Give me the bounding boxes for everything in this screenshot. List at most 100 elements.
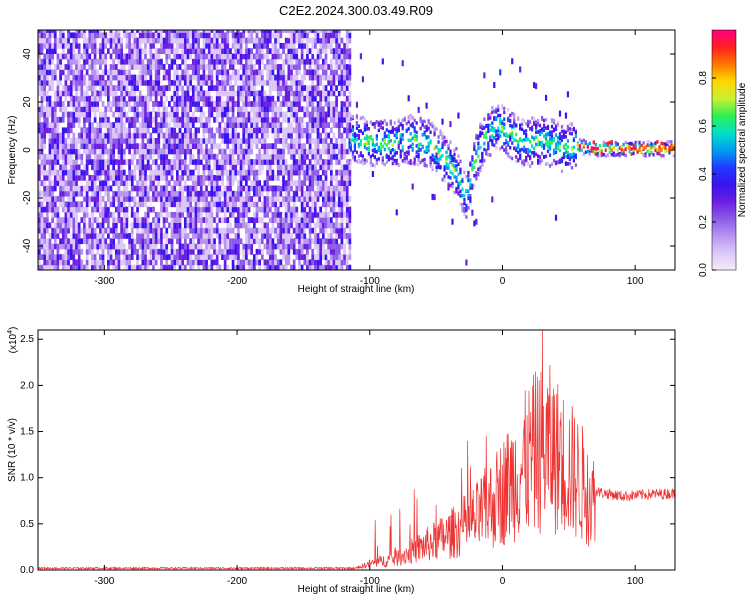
heatmap-cell <box>308 90 312 97</box>
heatmap-cell <box>279 122 283 128</box>
heatmap-cell <box>77 206 81 213</box>
heatmap-cell <box>292 37 296 44</box>
heatmap-cell <box>53 111 57 118</box>
heatmap-cell <box>59 243 62 250</box>
heatmap-cell <box>88 132 92 139</box>
heatmap-cell <box>93 233 97 239</box>
heatmap-cell <box>207 90 211 97</box>
heatmap-cell <box>181 106 185 113</box>
heatmap-cell <box>91 190 94 197</box>
heatmap-cell <box>271 254 275 260</box>
heatmap-cell <box>207 138 211 144</box>
heatmap-cell <box>268 201 272 208</box>
heatmap-cell <box>237 132 240 139</box>
heatmap-cell <box>268 185 272 192</box>
heatmap-cell <box>38 217 41 223</box>
heatmap-cell <box>345 174 349 181</box>
heatmap-cell <box>194 254 198 260</box>
heatmap-cell <box>207 211 211 218</box>
heatmap-cell <box>96 243 100 250</box>
heatmap-cell <box>109 196 113 202</box>
heatmap-cell <box>255 95 259 102</box>
heatmap-cell <box>284 159 288 165</box>
heatmap-cell <box>138 153 142 160</box>
heatmap-cell <box>146 30 150 33</box>
heatmap-cell <box>226 222 230 229</box>
heatmap-cell <box>101 206 105 213</box>
heatmap-cell <box>407 138 410 143</box>
heatmap-cell <box>449 160 452 164</box>
heatmap-cell <box>255 201 259 208</box>
heatmap-cell <box>40 164 44 171</box>
heatmap-cell <box>149 138 153 144</box>
heatmap-cell <box>128 101 131 107</box>
heatmap-cell <box>162 254 166 260</box>
heatmap-cell <box>431 153 434 158</box>
heatmap-cell <box>170 64 174 70</box>
heatmap-cell <box>287 201 291 208</box>
heatmap-cell <box>88 30 92 33</box>
heatmap-cell <box>130 254 134 260</box>
heatmap-cell <box>343 180 346 187</box>
heatmap-cell <box>199 254 203 260</box>
heatmap-cell <box>117 180 121 187</box>
heatmap-cell <box>250 217 254 223</box>
heatmap-cell <box>282 180 285 187</box>
heatmap-cell <box>210 37 214 44</box>
heatmap-cell <box>149 143 153 150</box>
heatmap-cell <box>120 111 123 118</box>
heatmap-cell <box>114 138 118 144</box>
heatmap-cell <box>48 264 52 270</box>
heatmap-cell <box>324 174 328 181</box>
heatmap-cell <box>306 127 309 134</box>
heatmap-cell <box>327 164 331 171</box>
heatmap-cell <box>141 159 145 165</box>
heatmap-cell <box>332 211 336 218</box>
heatmap-cell <box>303 85 307 91</box>
heatmap-cell <box>170 132 174 139</box>
heatmap-cell <box>282 264 285 270</box>
heatmap-cell <box>45 106 49 113</box>
heatmap-cell <box>223 264 227 270</box>
heatmap-cell <box>186 116 190 123</box>
heatmap-cell <box>271 159 275 165</box>
heatmap-cell <box>274 37 277 44</box>
heatmap-cell <box>340 69 344 76</box>
heatmap-cell <box>215 206 219 213</box>
heatmap-cell <box>308 74 312 81</box>
heatmap-cell <box>319 132 323 139</box>
heatmap-cell <box>266 64 269 70</box>
heatmap-cell <box>245 95 248 102</box>
heatmap-cell <box>298 32 301 39</box>
heatmap-cell <box>154 30 158 33</box>
heatmap-cell <box>287 217 291 223</box>
heatmap-cell <box>48 37 52 44</box>
heatmap-cell <box>154 138 158 144</box>
heatmap-cell <box>252 180 256 187</box>
heatmap-cell <box>61 85 65 91</box>
heatmap-cell <box>311 106 315 113</box>
heatmap-cell <box>69 174 73 181</box>
heatmap-cell <box>223 32 227 39</box>
heatmap-cell <box>319 254 323 260</box>
heatmap-cell <box>64 127 68 134</box>
heatmap-cell <box>361 162 365 166</box>
heatmap-cell <box>141 138 145 144</box>
heatmap-cell <box>194 64 198 70</box>
heatmap-cell <box>290 37 293 44</box>
heatmap-cell <box>48 148 52 155</box>
heatmap-cell <box>319 190 323 197</box>
heatmap-cell <box>327 148 331 155</box>
heatmap-cell <box>130 32 134 39</box>
heatmap-cell <box>276 259 280 266</box>
heatmap-cell <box>202 259 206 266</box>
heatmap-cell <box>441 177 444 182</box>
heatmap-cell <box>231 58 235 65</box>
heatmap-cell <box>245 85 248 91</box>
heatmap-cell <box>104 53 108 60</box>
heatmap-cell <box>260 53 264 60</box>
heatmap-cell <box>157 127 161 134</box>
heatmap-cell <box>260 106 264 113</box>
heatmap-cell <box>189 30 192 33</box>
heatmap-cell <box>48 127 52 134</box>
